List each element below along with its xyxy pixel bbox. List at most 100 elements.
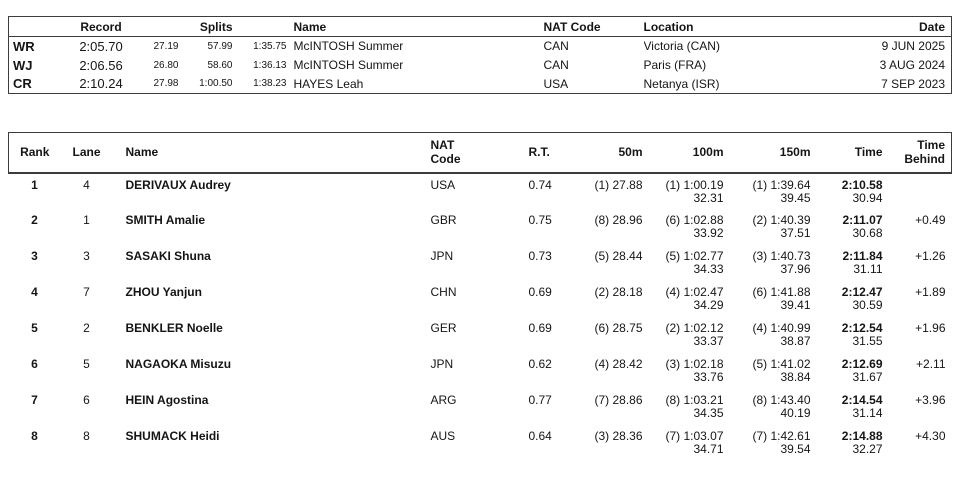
split-150m-time: (1) 1:39.64 <box>752 177 811 192</box>
rank-value: 3 <box>31 248 38 263</box>
split-150m-time: (3) 1:40.73 <box>752 248 811 263</box>
record-time: 2:05.70 <box>79 38 123 54</box>
swimmer-name: SASAKI Shuna <box>125 248 211 263</box>
record-split-100m: 1:00.50 <box>199 78 233 90</box>
swimmer-name: SMITH Amalie <box>125 212 206 227</box>
result-row: 6 5 NAGAOKA Misuzu JPN 0.62 (4) 28.42 (3… <box>9 353 952 389</box>
final-lap: 31.67 <box>852 369 883 384</box>
final-time: 2:14.88 <box>841 428 883 443</box>
swimmer-name: ZHOU Yanjun <box>125 284 202 299</box>
final-lap: 30.94 <box>852 190 883 205</box>
record-split-150m: 1:36.13 <box>253 59 287 71</box>
split-150m-time: (8) 1:43.40 <box>752 392 811 407</box>
nat-code-value: ARG <box>430 392 457 407</box>
reaction-time-value: 0.73 <box>528 248 552 263</box>
split-100m-time: (1) 1:00.19 <box>665 177 724 192</box>
records-header-row: Record Splits Name NAT Code Location Dat… <box>8 17 952 37</box>
rank-value: 4 <box>31 284 38 299</box>
nat-code-value: AUS <box>430 428 456 443</box>
split-100m-lap: 34.71 <box>693 441 724 456</box>
swimmer-name: BENKLER Noelle <box>125 320 223 335</box>
records-header-spacer <box>233 17 287 37</box>
record-location: Victoria (CAN) <box>643 39 720 54</box>
lane-value: 4 <box>83 177 90 192</box>
results-header-behind-line2: Behind <box>904 152 945 167</box>
reaction-time-value: 0.77 <box>528 392 552 407</box>
split-100m-time: (7) 1:03.07 <box>665 428 724 443</box>
nat-code-value: USA <box>430 177 456 192</box>
split-100m-time: (5) 1:02.77 <box>665 248 724 263</box>
result-row: 8 8 SHUMACK Heidi AUS 0.64 (3) 28.36 (7)… <box>9 425 952 461</box>
results-header-nat-code: NAT Code <box>426 133 521 173</box>
nat-code-value: JPN <box>430 248 454 263</box>
results-header-nat-line2: Code <box>430 152 461 167</box>
results-header-behind-line1: Time <box>917 138 945 153</box>
time-behind-value: +3.96 <box>915 392 946 407</box>
swimmer-name: NAGAOKA Misuzu <box>125 356 232 371</box>
reaction-time-value: 0.69 <box>528 284 552 299</box>
swimmer-name: DERIVAUX Audrey <box>125 177 231 192</box>
split-150m-lap: 40.19 <box>780 405 811 420</box>
record-split-150m: 1:35.75 <box>253 40 287 52</box>
record-holder-name: McINTOSH Summer <box>293 58 404 72</box>
results-header-row: Rank Lane Name NAT Code R.T. 50m 100m 15… <box>8 132 952 173</box>
split-50m-time: (4) 28.42 <box>594 356 643 371</box>
lane-value: 6 <box>83 392 90 407</box>
nat-code-value: GER <box>430 320 457 335</box>
record-split-50m: 26.80 <box>153 59 179 71</box>
split-100m-time: (3) 1:02.18 <box>665 356 724 371</box>
record-date: 9 JUN 2025 <box>881 39 945 54</box>
record-row-wj: WJ 2:06.56 26.80 58.60 1:36.13 McINTOSH … <box>9 56 952 75</box>
nat-code-value: GBR <box>430 212 457 227</box>
final-lap: 31.14 <box>852 405 883 420</box>
final-time: 2:12.47 <box>841 284 883 299</box>
final-time: 2:12.54 <box>841 320 883 335</box>
records-header-record: Record <box>80 19 122 34</box>
time-behind-value: +2.11 <box>916 356 946 371</box>
final-time: 2:10.58 <box>841 177 883 192</box>
split-100m-lap: 33.37 <box>693 333 724 348</box>
time-behind-value: +0.49 <box>915 212 946 227</box>
record-nat-code: USA <box>543 76 569 91</box>
lane-value: 2 <box>83 320 90 335</box>
record-row-wr: WR 2:05.70 27.19 57.99 1:35.75 McINTOSH … <box>9 37 952 56</box>
split-100m-time: (4) 1:02.47 <box>665 284 724 299</box>
swimmer-name: HEIN Agostina <box>125 392 209 407</box>
split-100m-time: (6) 1:02.88 <box>665 212 724 227</box>
result-row: 2 1 SMITH Amalie GBR 0.75 (8) 28.96 (6) … <box>9 209 952 245</box>
reaction-time-value: 0.64 <box>528 428 552 443</box>
record-code: WJ <box>13 57 33 73</box>
record-split-150m: 1:38.23 <box>253 78 287 90</box>
rank-value: 1 <box>31 177 38 192</box>
lane-value: 5 <box>83 356 90 371</box>
record-split-100m: 58.60 <box>207 59 233 71</box>
record-date: 3 AUG 2024 <box>879 58 945 72</box>
split-50m-time: (3) 28.36 <box>594 428 643 443</box>
record-split-100m: 57.99 <box>207 40 233 52</box>
rank-value: 7 <box>31 392 38 407</box>
rank-value: 2 <box>31 212 38 227</box>
results-header-time: Time <box>854 145 883 160</box>
split-100m-time: (2) 1:02.12 <box>665 320 724 335</box>
split-50m-time: (8) 28.96 <box>594 212 643 227</box>
record-holder-name: McINTOSH Summer <box>293 39 404 54</box>
rank-value: 5 <box>31 320 38 335</box>
rank-value: 6 <box>31 356 38 371</box>
split-50m-time: (5) 28.44 <box>594 248 643 263</box>
results-table: Rank Lane Name NAT Code R.T. 50m 100m 15… <box>8 132 952 461</box>
reaction-time-value: 0.74 <box>528 177 552 192</box>
record-row-cr: CR 2:10.24 27.98 1:00.50 1:38.23 HAYES L… <box>9 75 952 94</box>
reaction-time-value: 0.69 <box>528 320 552 335</box>
results-header-reaction-time: R.T. <box>528 145 550 160</box>
split-150m-time: (7) 1:42.61 <box>752 428 811 443</box>
split-100m-lap: 34.33 <box>693 261 724 276</box>
records-header-spacer <box>144 17 179 37</box>
record-nat-code: CAN <box>543 58 569 72</box>
record-split-50m: 27.98 <box>153 78 179 90</box>
split-50m-time: (7) 28.86 <box>594 392 643 407</box>
split-100m-lap: 33.92 <box>693 225 724 240</box>
reaction-time-value: 0.75 <box>528 212 552 227</box>
split-100m-lap: 33.76 <box>693 369 724 384</box>
records-header-date: Date <box>918 19 945 34</box>
results-header-name: Name <box>125 145 159 160</box>
